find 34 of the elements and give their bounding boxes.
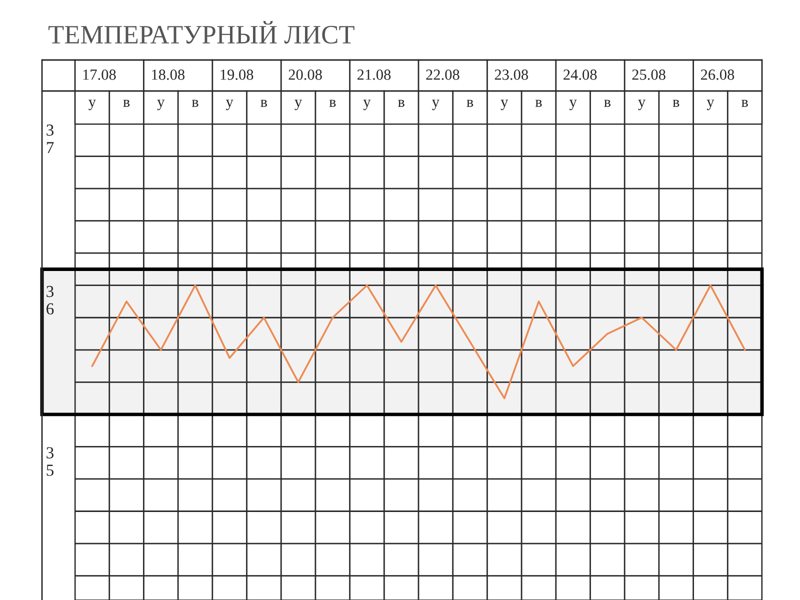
text: 19.08	[220, 70, 254, 80]
x-tick-label: у	[638, 100, 646, 110]
chart-title: ТЕМПЕРАТУРНЫЙ ЛИСТ	[48, 21, 354, 44]
text: 17.08	[83, 70, 116, 80]
x-tick-label: у	[500, 100, 508, 110]
x-tick-label: у	[706, 100, 714, 110]
x-tick-label: в	[672, 100, 680, 107]
x-tick-label: в	[123, 100, 130, 107]
x-tick-label: у	[157, 100, 165, 110]
x-tick-label: у	[432, 100, 440, 110]
text: 24.08	[564, 70, 597, 80]
x-tick-label: у	[569, 100, 577, 110]
x-tick-label: в	[329, 100, 336, 107]
x-tick-label: у	[363, 100, 371, 110]
x-tick-label: в	[535, 100, 542, 107]
text: 20.08	[288, 70, 322, 80]
x-tick-label: у	[226, 100, 234, 110]
x-tick-label: у	[88, 100, 96, 110]
x-tick-label: в	[604, 100, 611, 107]
text: 25.08	[632, 70, 666, 80]
y-tick-label: 3 5	[46, 447, 54, 476]
x-tick-label: в	[466, 100, 474, 107]
y-tick-label: 3 7	[46, 124, 54, 153]
text: 22.08	[426, 70, 460, 80]
x-tick-label: у	[294, 100, 302, 110]
x-tick-label: в	[192, 100, 198, 107]
text: 18.08	[152, 70, 184, 80]
x-tick-label: в	[260, 100, 268, 107]
text: 26.08	[700, 70, 734, 80]
x-tick-label: в	[398, 100, 404, 107]
y-tick-label: 3 6	[46, 286, 54, 315]
x-tick-label: в	[741, 100, 748, 107]
text: 23.08	[494, 70, 528, 80]
text: 21.08	[357, 70, 391, 80]
